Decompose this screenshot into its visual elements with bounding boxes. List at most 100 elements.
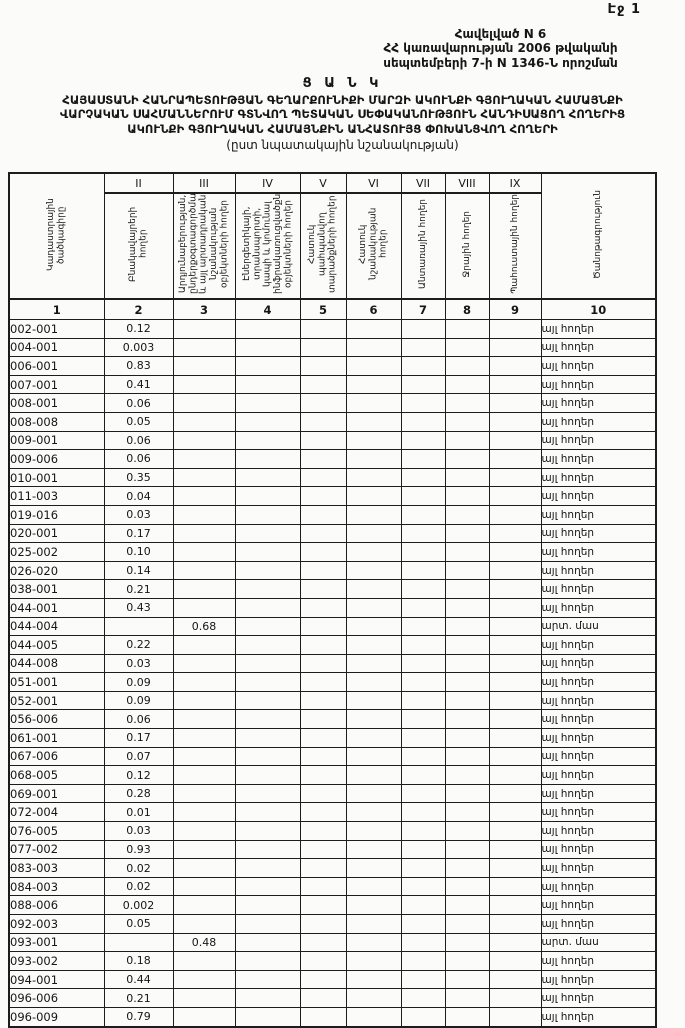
industrial-value-cell [172, 653, 236, 674]
note-cell: այլ հողեր [540, 672, 657, 692]
water-value-cell [444, 393, 490, 413]
special-purpose-value-cell [345, 616, 402, 637]
water-value-cell [444, 690, 490, 711]
forest-value-cell [400, 746, 446, 767]
note-cell: այլ հողեր [540, 486, 657, 506]
special-purpose-value-cell [345, 839, 402, 860]
energy-transport-value-cell [234, 821, 301, 841]
note-cell: այլ հողեր [540, 821, 657, 841]
cadastral-code-cell: 009-001 [8, 430, 105, 451]
note-cell: այլ հողեր [540, 653, 657, 674]
water-value-cell [444, 932, 490, 953]
residential-value-cell [103, 932, 174, 953]
note-cell: այլ հողեր [540, 523, 657, 544]
protected-areas-value-cell [299, 430, 347, 451]
water-value-cell [444, 672, 490, 692]
note-cell: այլ հողեր [540, 709, 657, 730]
residential-value-cell: 0.21 [103, 579, 174, 599]
protected-areas-value-cell [299, 523, 347, 544]
water-value-cell [444, 504, 490, 525]
title-subtitle: (ըստ նպատակային նշանակության) [226, 138, 459, 153]
protected-areas-value-cell [299, 802, 347, 823]
energy-transport-value-cell [234, 914, 301, 934]
column-index-3: 3 [172, 298, 236, 320]
column-index-10: 10 [540, 298, 657, 320]
column-index-5: 5 [299, 298, 347, 320]
note-cell: այլ հողեր [540, 504, 657, 525]
industrial-value-cell [172, 504, 236, 525]
reserve-value-cell [488, 356, 542, 376]
water-value-cell [444, 746, 490, 767]
table-row: 076-005 0.03 այլ հողեր [8, 821, 657, 841]
water-value-cell [444, 653, 490, 674]
industrial-value-cell [172, 765, 236, 785]
appendix-line-2: ՀՀ կառավարության 2006 թվականի [383, 41, 618, 56]
reserve-value-cell [488, 839, 542, 860]
note-cell: այլ հողեր [540, 783, 657, 804]
forest-value-cell [400, 728, 446, 748]
forest-value-cell [400, 1006, 446, 1028]
column-index-2: 2 [103, 298, 174, 320]
cadastral-code-cell: 067-006 [8, 746, 105, 767]
water-value-cell [444, 895, 490, 915]
industrial-value-cell [172, 690, 236, 711]
residential-value-cell: 0.14 [103, 560, 174, 581]
cadastral-code-cell: 044-004 [8, 616, 105, 637]
water-value-cell [444, 802, 490, 823]
reserve-value-cell [488, 579, 542, 599]
note-cell: այլ հողեր [540, 802, 657, 823]
reserve-value-cell [488, 560, 542, 581]
residential-value-cell: 0.04 [103, 486, 174, 506]
industrial-value-cell [172, 858, 236, 878]
protected-areas-value-cell [299, 486, 347, 506]
cadastral-code-cell: 092-003 [8, 914, 105, 934]
forest-value-cell [400, 690, 446, 711]
industrial-value-cell [172, 374, 236, 395]
column-label-industrial: Արդյունաբերության, ընդերքօգտագործման և ա… [178, 193, 230, 294]
industrial-value-cell [172, 356, 236, 376]
industrial-value-cell [172, 411, 236, 432]
column-label-water: Ջրային հողեր [461, 210, 472, 278]
protected-areas-value-cell [299, 337, 347, 358]
energy-transport-value-cell [234, 411, 301, 432]
forest-value-cell [400, 393, 446, 413]
water-value-cell [444, 616, 490, 637]
reserve-value-cell [488, 709, 542, 730]
page-number: Էջ 1 [607, 2, 641, 17]
table-row: 006-001 0.83 այլ հողեր [8, 356, 657, 376]
residential-value-cell: 0.06 [103, 393, 174, 413]
energy-transport-value-cell [234, 802, 301, 823]
protected-areas-value-cell [299, 951, 347, 971]
reserve-value-cell [488, 319, 542, 339]
energy-transport-value-cell [234, 616, 301, 637]
special-purpose-value-cell [345, 765, 402, 785]
column-index-6: 6 [345, 298, 402, 320]
note-cell: այլ հողեր [540, 356, 657, 376]
forest-value-cell [400, 672, 446, 692]
reserve-value-cell [488, 728, 542, 748]
reserve-value-cell [488, 746, 542, 767]
reserve-value-cell [488, 969, 542, 990]
table-row: 020-001 0.17 այլ հողեր [8, 523, 657, 544]
cadastral-code-cell: 044-005 [8, 635, 105, 655]
water-value-cell [444, 969, 490, 990]
industrial-value-cell [172, 988, 236, 1008]
reserve-value-cell [488, 337, 542, 358]
note-cell: այլ հողեր [540, 319, 657, 339]
energy-transport-value-cell [234, 579, 301, 599]
table-row: 072-004 0.01 այլ հողեր [8, 802, 657, 823]
industrial-value-cell [172, 523, 236, 544]
special-purpose-value-cell [345, 486, 402, 506]
table-row: 056-006 0.06 այլ հողեր [8, 709, 657, 730]
forest-value-cell [400, 411, 446, 432]
reserve-value-cell [488, 393, 542, 413]
residential-value-cell: 0.44 [103, 969, 174, 990]
industrial-value-cell [172, 783, 236, 804]
energy-transport-value-cell [234, 839, 301, 860]
appendix-line-3: սեպտեմբերի 7-ի N 1346-Ն որոշման [383, 55, 618, 70]
cadastral-code-cell: 056-006 [8, 709, 105, 730]
water-value-cell [444, 356, 490, 376]
forest-value-cell [400, 914, 446, 934]
column-label-residential: Բնակավայրերի հողեր [128, 206, 149, 282]
industrial-value-cell [172, 951, 236, 971]
